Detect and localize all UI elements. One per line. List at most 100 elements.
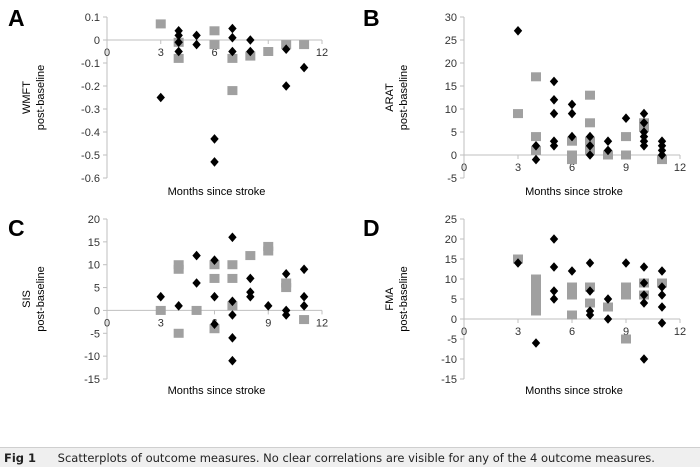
- panel-d-point-experimental: [639, 278, 649, 288]
- panel-b-x-tick-label: 0: [461, 162, 467, 174]
- panel-a-point-experimental: [210, 134, 219, 144]
- panel-a-letter: A: [8, 5, 25, 31]
- panel-c-point-control: [155, 305, 166, 315]
- panel-b-point-experimental: [585, 131, 595, 142]
- panel-c-point-control: [263, 241, 274, 251]
- panel-d-y-tick-label: 0: [451, 314, 457, 326]
- panel-b-x-tick-label: 6: [569, 162, 575, 174]
- panel-b-point-control: [567, 155, 577, 165]
- panel-a-point-experimental: [228, 46, 237, 57]
- panel-b-y-tick-label: 15: [445, 81, 457, 93]
- panel-b-y-title-line2: post-baseline: [398, 65, 410, 130]
- panel-d-point-control: [531, 306, 541, 316]
- panel-b-y-title: ARAT: [384, 83, 396, 112]
- panel-a-y-tick-label: -0.5: [81, 150, 100, 162]
- panel-c-y-title: SIS: [21, 290, 33, 308]
- panel-d-x-tick-label: 12: [674, 326, 686, 338]
- panel-c: C20151050-5-10-15036912SISpost-baselineM…: [8, 214, 328, 397]
- panel-c-x-title: Months since stroke: [168, 385, 266, 397]
- panel-c-point-experimental: [246, 291, 255, 302]
- panel-a-point-experimental: [156, 92, 165, 103]
- panel-a-point-experimental: [192, 30, 201, 41]
- panel-b-letter: B: [363, 5, 380, 31]
- panel-a-point-control: [227, 86, 238, 96]
- panel-a-point-experimental: [210, 157, 219, 167]
- panel-b-point-experimental: [549, 76, 559, 87]
- panel-a-point-experimental: [174, 46, 183, 57]
- panel-b-point-experimental: [639, 141, 649, 151]
- panel-b-y-tick-label: 20: [445, 58, 457, 70]
- panel-c-point-control: [263, 246, 274, 256]
- caption-label: Fig 1: [4, 451, 37, 465]
- panel-a-x-tick-label: 6: [211, 47, 217, 59]
- panel-b-point-experimental: [639, 108, 649, 119]
- panel-c-point-control: [209, 273, 220, 283]
- panel-b-y-tick-label: 30: [445, 12, 457, 24]
- panel-c-point-control: [227, 273, 238, 283]
- panel-c-point-experimental: [299, 264, 309, 275]
- panel-a-point-control: [209, 40, 220, 50]
- panel-a-y-title: WMFT: [21, 81, 33, 114]
- panel-c-point-control: [299, 315, 310, 325]
- panel-c-point-experimental: [228, 232, 237, 243]
- panel-c-y-tick-label: -15: [84, 374, 100, 386]
- panel-b-y-tick-label: 10: [445, 104, 457, 116]
- panel-b-x-tick-label: 3: [515, 162, 521, 174]
- panel-a-y-tick-label: -0.4: [81, 127, 100, 139]
- panel-b-point-experimental: [603, 136, 613, 146]
- panel-d-y-tick-label: -15: [441, 374, 457, 386]
- panel-a-x-tick-label: 0: [104, 47, 110, 59]
- panel-b-x-tick-label: 9: [623, 162, 629, 174]
- panel-d-y-tick-label: -10: [441, 354, 457, 366]
- panel-c-point-control: [173, 264, 184, 274]
- panel-c-x-tick-label: 0: [104, 317, 110, 329]
- panel-d-point-experimental: [657, 290, 667, 300]
- panel-b-point-control: [621, 132, 631, 142]
- panel-b-y-tick-label: 0: [451, 150, 457, 162]
- panel-a-point-experimental: [281, 81, 291, 91]
- panel-a-y-tick-label: 0: [94, 35, 100, 47]
- panel-d-point-experimental: [657, 282, 667, 292]
- panel-b-point-experimental: [549, 141, 559, 151]
- panel-c-y-tick-label: 0: [94, 305, 100, 317]
- panel-d-point-experimental: [549, 294, 559, 304]
- panel-d-y-tick-label: 15: [445, 254, 457, 266]
- panel-c-y-tick-label: 5: [94, 283, 100, 295]
- panel-c-y-tick-label: -5: [90, 328, 100, 340]
- panel-a-y-tick-label: -0.1: [81, 58, 100, 70]
- panel-c-x-tick-label: 3: [158, 317, 164, 329]
- panel-a-point-control: [263, 47, 274, 56]
- panel-d-y-title: FMA: [384, 287, 396, 311]
- panel-b-point-experimental: [639, 118, 649, 128]
- panel-a-x-tick-label: 3: [158, 47, 164, 59]
- panel-a-y-tick-label: -0.3: [81, 104, 100, 116]
- panel-c-point-experimental: [192, 250, 201, 261]
- panel-b-point-experimental: [531, 141, 541, 151]
- panel-d-point-experimental: [603, 294, 613, 304]
- panel-c-point-experimental: [174, 301, 183, 311]
- panel-c-y-tick-label: 15: [88, 237, 100, 249]
- panel-d-point-control: [585, 298, 595, 308]
- panel-a-y-title-line2: post-baseline: [35, 65, 47, 130]
- panel-b-point-experimental: [567, 108, 577, 119]
- panel-b-point-experimental: [585, 141, 595, 151]
- panel-a-point-experimental: [174, 30, 183, 41]
- panel-d-x-tick-label: 3: [515, 326, 521, 338]
- panel-d-point-experimental: [639, 290, 649, 300]
- panel-b-point-experimental: [585, 150, 595, 160]
- panel-d-point-control: [531, 282, 541, 292]
- panel-b-point-control: [531, 132, 541, 142]
- panel-b-point-control: [531, 72, 541, 82]
- panel-d-point-experimental: [585, 310, 595, 320]
- panel-b-point-control: [585, 90, 595, 100]
- panel-b-point-experimental: [513, 26, 523, 36]
- panel-d-y-tick-label: 20: [445, 234, 457, 246]
- panel-d-point-experimental: [531, 338, 541, 348]
- panel-d-point-experimental: [549, 234, 559, 244]
- panel-d-point-experimental: [585, 258, 595, 268]
- panel-b-point-experimental: [567, 131, 577, 142]
- panel-d-y-title-line2: post-baseline: [398, 266, 410, 331]
- panel-d-point-control: [531, 298, 541, 308]
- panel-c-point-control: [227, 260, 238, 270]
- panel-a-point-control: [227, 53, 238, 63]
